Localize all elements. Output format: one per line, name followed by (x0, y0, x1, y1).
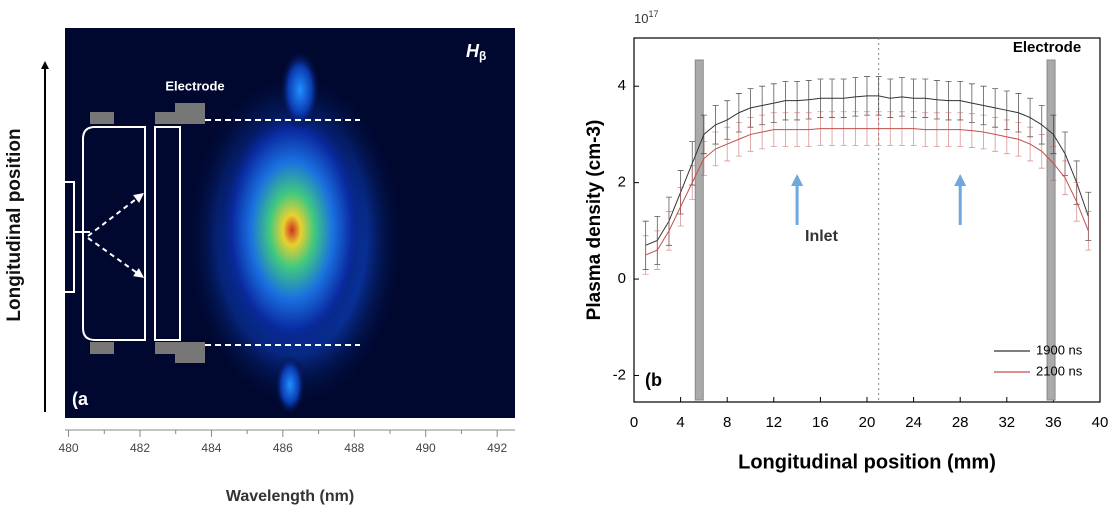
multiplier-base: 10 (634, 11, 648, 26)
line-element: H (466, 41, 480, 61)
electrode-label: Electrode (165, 78, 224, 93)
x-tick-label: 4 (676, 414, 684, 431)
y-tick-label: 2 (618, 174, 626, 191)
y-tick-label: 0 (618, 270, 626, 287)
x-axis-title: Wavelength (nm) (226, 488, 354, 505)
line-label: Hβ (466, 41, 486, 63)
y-tick-label: -2 (613, 366, 626, 383)
x-tick-label: 32 (998, 414, 1015, 431)
multiplier-exponent: 17 (648, 9, 658, 19)
electrode-bar (694, 59, 704, 401)
y-multiplier: 1017 (634, 9, 658, 26)
inlet-label: Inlet (805, 228, 839, 245)
legend-label: 1900 ns (1036, 342, 1083, 357)
y-axis-title: Plasma density (cm-3) (584, 120, 605, 321)
electrode-bar (1046, 59, 1056, 401)
spectral-image (65, 28, 515, 418)
electrode-diagram (63, 103, 360, 363)
x-tick-label: 482 (130, 441, 150, 455)
x-tick-label: 40 (1092, 414, 1109, 431)
x-tick-label: 486 (273, 441, 293, 455)
x-tick-label: 20 (859, 414, 876, 431)
x-tick-label: 490 (416, 441, 436, 455)
x-tick-label: 488 (344, 441, 364, 455)
x-tick-label: 36 (1045, 414, 1062, 431)
x-tick-label: 12 (765, 414, 782, 431)
x-tick-label: 24 (905, 414, 922, 431)
y-tick-label: 4 (618, 77, 626, 94)
x-tick-label: 16 (812, 414, 829, 431)
x-tick-label: 0 (630, 414, 638, 431)
legend-label: 2100 ns (1036, 363, 1083, 378)
panel-label: (a (72, 389, 89, 409)
x-tick-label: 480 (59, 441, 79, 455)
x-tick-label: 492 (487, 441, 507, 455)
x-tick-label: 28 (952, 414, 969, 431)
series-line (645, 128, 1089, 256)
x-tick-label: 8 (723, 414, 731, 431)
y-axis-title: Longitudinal position (4, 128, 25, 321)
x-axis-title: Longitudinal position (mm) (738, 451, 996, 473)
electrode-label: Electrode (1013, 39, 1081, 56)
line-subscript: β (479, 49, 486, 63)
panel-label: (b (645, 370, 662, 390)
x-tick-label: 484 (201, 441, 221, 455)
series-line (645, 95, 1089, 246)
